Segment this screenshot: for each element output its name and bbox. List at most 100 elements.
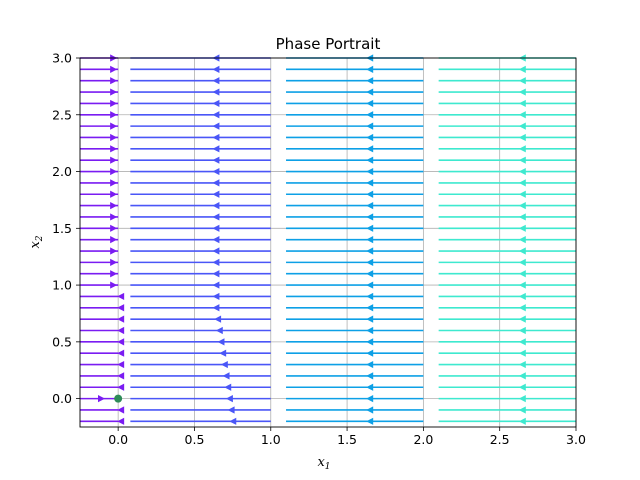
stream-arrow-25-1 (212, 133, 220, 142)
stream-arrow-9-3 (518, 315, 526, 323)
y-axis-ticks: 0.0 0.5 1.0 1.5 2.0 2.5 3.0 (52, 51, 80, 406)
y-tick-label-0: 0.0 (52, 391, 72, 406)
stream-arrow-23-0 (110, 156, 118, 164)
stream-arrow-0-3 (518, 417, 526, 425)
stream-arrow-18-0 (110, 213, 118, 221)
stream-arrow-21-1 (212, 179, 220, 187)
stream-arrow-20-3 (518, 190, 526, 198)
stream-arrow-3-0 (117, 383, 125, 391)
stream-arrow-22-3 (518, 167, 526, 176)
stream-arrow-7-2 (366, 338, 374, 346)
stream-arrow-11-1 (212, 292, 220, 301)
stream-arrow-16-3 (518, 236, 526, 244)
stream-arrow-8-0 (117, 326, 125, 335)
equilibrium-marker (114, 394, 123, 403)
stream-arrow-2-0 (98, 395, 105, 403)
stream-arrow-6-0 (117, 349, 125, 357)
stream-arrow-12-3 (518, 281, 526, 289)
stream-arrow-14-3 (518, 258, 526, 266)
stream-arrow-27-1 (212, 111, 220, 119)
stream-arrow-28-0 (110, 99, 118, 108)
stream-arrow-25-2 (366, 133, 374, 142)
stream-arrow-4-3 (518, 372, 526, 380)
stream-arrow-9-0 (117, 315, 125, 323)
stream-arrow-18-1 (212, 213, 220, 221)
stream-arrow-4-1 (222, 372, 230, 380)
stream-arrow-31-3 (518, 65, 526, 73)
stream-arrow-31-2 (366, 65, 374, 73)
x-axis-label-sub: 1 (325, 462, 331, 472)
stream-arrow-28-2 (366, 99, 374, 108)
stream-arrow-25-0 (110, 133, 118, 142)
stream-arrow-19-3 (518, 202, 526, 210)
stream-arrow-9-2 (366, 315, 374, 323)
stream-arrow-13-3 (518, 270, 526, 278)
stream-arrow-14-1 (212, 258, 220, 266)
stream-arrow-27-2 (366, 111, 374, 119)
stream-arrow-14-2 (366, 258, 374, 266)
stream-arrow-15-3 (518, 247, 526, 255)
stream-arrow-17-2 (366, 224, 374, 232)
stream-arrow-15-1 (212, 247, 220, 255)
stream-arrow-1-3 (518, 406, 526, 414)
stream-arrow-30-0 (110, 77, 118, 85)
equilibrium-point (114, 394, 123, 403)
stream-arrow-30-1 (212, 77, 220, 85)
plot-frame (79, 57, 577, 428)
stream-arrow-6-3 (518, 349, 526, 357)
stream-arrow-13-2 (366, 270, 374, 278)
stream-arrow-19-0 (110, 202, 118, 210)
x-tick-label-3: 1.5 (337, 432, 357, 447)
stream-arrow-0-1 (229, 417, 237, 425)
stream-arrow-29-3 (518, 88, 526, 96)
stream-arrow-10-3 (518, 304, 526, 312)
stream-arrow-5-2 (366, 360, 374, 369)
y-axis-label: x2 (28, 235, 45, 248)
stream-arrow-4-0 (117, 372, 125, 380)
stream-arrow-23-3 (518, 156, 526, 164)
stream-arrow-9-1 (214, 315, 222, 323)
stream-arrow-18-2 (366, 213, 374, 221)
x-tick-label-1: 0.5 (185, 432, 205, 447)
stream-arrow-7-0 (117, 338, 125, 346)
stream-arrow-6-1 (219, 349, 227, 357)
stream-arrow-23-1 (212, 156, 220, 164)
stream-arrow-3-2 (366, 383, 374, 391)
x-tick-label-5: 2.5 (490, 432, 510, 447)
stream-arrow-16-2 (366, 236, 374, 244)
x-tick-label-2: 1.0 (261, 432, 281, 447)
stream-arrow-21-2 (366, 179, 374, 187)
x-tick-label-4: 2.0 (413, 432, 433, 447)
stream-arrow-27-0 (110, 111, 118, 119)
stream-arrow-29-1 (212, 88, 220, 96)
stream-arrow-19-2 (366, 202, 374, 210)
stream-arrow-3-1 (224, 383, 232, 391)
stream-arrow-0-2 (366, 417, 374, 425)
stream-arrow-20-2 (366, 190, 374, 198)
y-tick-label-5: 2.5 (52, 107, 72, 122)
stream-arrow-31-1 (212, 65, 220, 73)
x-tick-label-6: 3.0 (566, 432, 586, 447)
stream-arrow-28-3 (518, 99, 526, 108)
stream-arrow-8-3 (518, 326, 526, 335)
stream-arrow-27-3 (518, 111, 526, 119)
stream-arrow-0-0 (117, 417, 125, 425)
y-tick-label-1: 0.5 (52, 334, 72, 349)
chart-title: Phase Portrait (276, 35, 381, 53)
stream-arrow-17-3 (518, 224, 526, 232)
x-tick-label-0: 0.0 (108, 432, 128, 447)
y-axis-label-sub: 2 (35, 235, 45, 242)
stream-arrow-13-0 (110, 270, 118, 278)
stream-arrow-20-0 (110, 190, 118, 198)
stream-arrow-30-2 (366, 77, 374, 85)
y-tick-label-2: 1.0 (52, 278, 72, 293)
stream-arrow-4-2 (366, 372, 374, 380)
stream-arrow-29-2 (366, 88, 374, 96)
streamlines (80, 54, 576, 425)
stream-arrow-12-0 (110, 281, 118, 289)
stream-arrow-13-1 (212, 270, 220, 278)
stream-arrow-18-3 (518, 213, 526, 221)
stream-arrow-10-0 (117, 304, 125, 312)
stream-arrow-5-1 (220, 360, 228, 369)
